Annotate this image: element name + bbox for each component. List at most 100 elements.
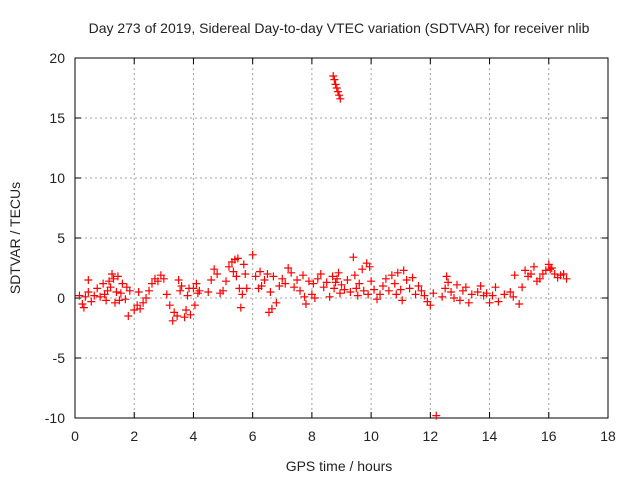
data-point (177, 282, 186, 290)
data-point (153, 277, 162, 286)
data-point (159, 274, 168, 283)
data-point (300, 292, 309, 301)
data-point (293, 276, 302, 284)
data-point (332, 84, 341, 92)
data-point (284, 264, 293, 272)
data-point (180, 313, 189, 322)
data-point (426, 301, 435, 310)
data-point (269, 272, 278, 281)
data-point (106, 283, 115, 292)
data-point (267, 304, 276, 313)
data-point (105, 277, 114, 286)
data-point (192, 279, 201, 288)
y-tick-label: 20 (49, 50, 65, 66)
data-point (393, 268, 402, 277)
data-point (500, 290, 509, 299)
data-point (414, 282, 423, 290)
data-point (521, 266, 530, 275)
data-point (173, 312, 182, 320)
data-point (278, 274, 287, 283)
grid-lines (75, 58, 608, 418)
data-point (287, 268, 296, 277)
data-point (136, 304, 145, 313)
data-point (241, 270, 250, 278)
data-point (87, 297, 96, 306)
data-point (349, 253, 358, 262)
data-point (346, 288, 355, 296)
data-point (96, 292, 105, 301)
data-point (444, 278, 453, 287)
data-point (296, 286, 305, 295)
data-point (139, 298, 148, 307)
data-point (461, 283, 470, 292)
data-point (390, 279, 399, 288)
data-point (299, 271, 308, 280)
data-point (336, 94, 345, 103)
data-point (473, 288, 482, 296)
data-point (90, 291, 99, 300)
data-point (429, 289, 438, 298)
data-point (81, 292, 90, 301)
data-point (290, 283, 299, 292)
data-point (518, 283, 527, 292)
data-point (333, 274, 342, 283)
data-points (75, 72, 571, 420)
data-point (272, 298, 281, 307)
data-point (328, 272, 337, 281)
data-point (112, 288, 121, 296)
data-point (358, 265, 367, 274)
data-point (84, 276, 93, 284)
data-point (183, 291, 192, 300)
data-point (438, 292, 447, 301)
data-point (378, 282, 387, 290)
data-point (182, 306, 191, 314)
y-tick-label: 5 (57, 230, 65, 246)
data-point (375, 290, 384, 299)
data-point (229, 267, 238, 276)
data-point (494, 297, 503, 306)
data-point (251, 272, 260, 281)
data-point (75, 291, 84, 300)
data-point (373, 295, 382, 304)
data-point (304, 277, 313, 286)
data-point (333, 87, 342, 96)
data-point (147, 279, 156, 288)
data-point (334, 268, 343, 277)
data-point (559, 270, 568, 278)
data-point (399, 266, 408, 275)
data-point (515, 300, 524, 308)
data-point (310, 294, 319, 302)
data-point (190, 301, 199, 310)
data-point (222, 277, 231, 286)
data-point (207, 276, 216, 284)
data-point (355, 279, 364, 288)
data-point (535, 274, 544, 283)
data-point (476, 282, 485, 290)
data-point (370, 285, 379, 294)
data-point (319, 283, 328, 292)
data-point (281, 279, 290, 288)
data-point (491, 283, 500, 292)
data-point (102, 296, 111, 305)
data-point (450, 294, 459, 302)
data-point (402, 276, 411, 284)
data-point (367, 277, 376, 286)
x-tick-label: 8 (308, 428, 316, 444)
data-point (364, 290, 373, 299)
data-point (174, 276, 183, 284)
data-point (145, 286, 154, 295)
x-tick-label: 18 (600, 428, 616, 444)
data-point (236, 303, 245, 312)
data-point (447, 288, 456, 296)
data-point (204, 288, 213, 296)
x-tick-label: 12 (423, 428, 439, 444)
data-point (213, 270, 222, 278)
data-point (301, 300, 310, 308)
data-point (275, 282, 284, 290)
data-point (93, 284, 102, 293)
data-point (84, 288, 93, 296)
data-point (485, 298, 494, 307)
data-point (165, 301, 174, 310)
data-point (189, 284, 198, 293)
